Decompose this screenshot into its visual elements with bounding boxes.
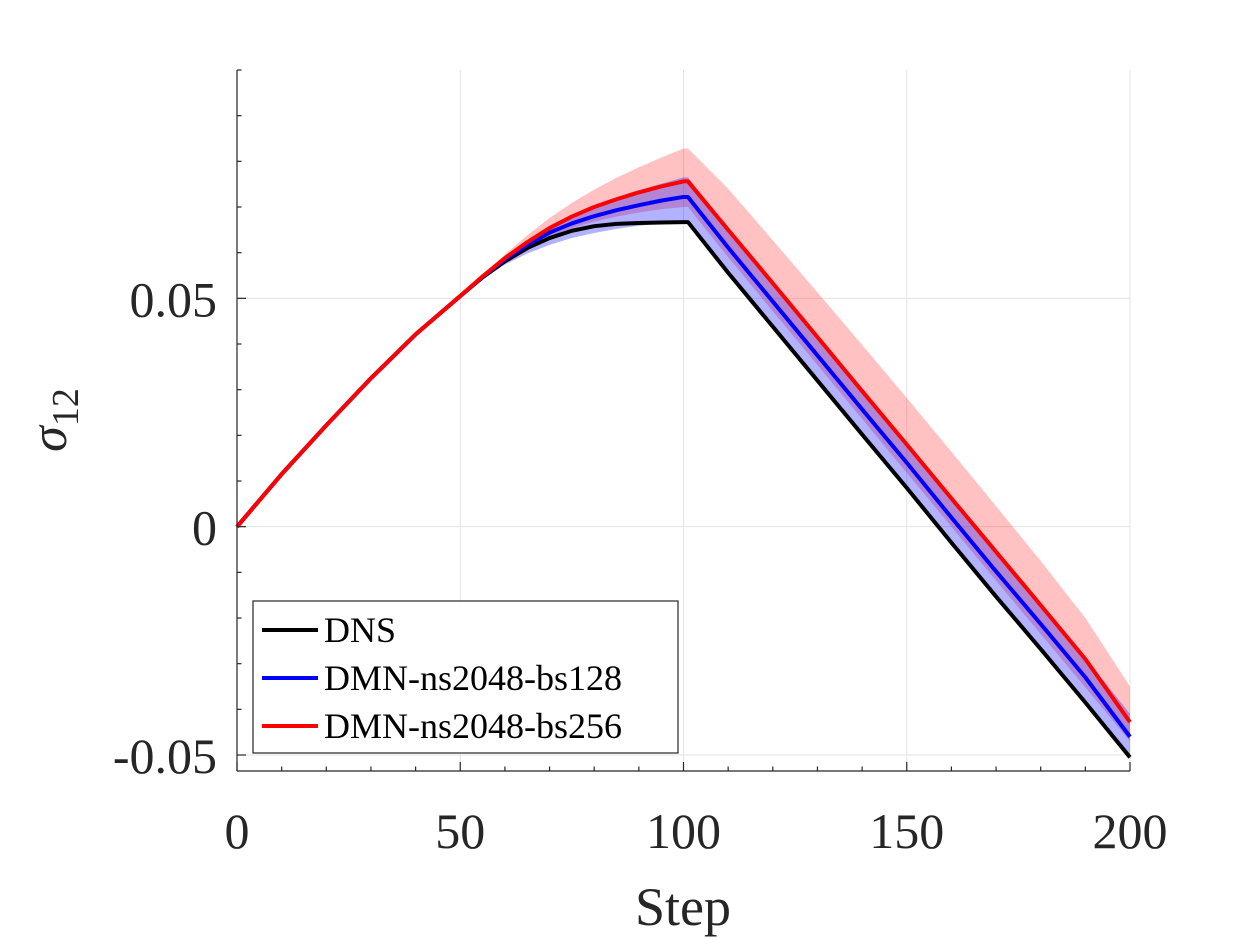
svg-text:σ12: σ12 [21, 388, 87, 452]
grid [236, 70, 1131, 771]
x-tick-label-3: 150 [869, 803, 944, 859]
legend-box [252, 600, 679, 754]
y-tick-label-0: -0.05 [113, 728, 217, 784]
legend: DNS DMN-ns2048-bs128 DMN-ns2048-bs256 [252, 600, 679, 754]
y-axis-label-symbol: σ [21, 424, 78, 452]
y-tick-label-2: 0.05 [130, 271, 218, 327]
legend-label-dns: DNS [324, 610, 396, 650]
axes [236, 69, 1131, 772]
y-axis-label: σ12 [21, 388, 87, 452]
y-axis-label-subscript: 12 [45, 388, 87, 426]
legend-label-dmn-ns2048-bs128: DMN-ns2048-bs128 [324, 658, 622, 698]
x-tick-label-1: 50 [435, 803, 485, 859]
x-tick-label-0: 0 [225, 803, 250, 859]
series-lines [235, 179, 1132, 759]
x-tick-label-2: 100 [646, 803, 721, 859]
x-axis-label: Step [635, 877, 731, 937]
y-tick-label-1: 0 [192, 500, 217, 556]
legend-label-dmn-ns2048-bs256: DMN-ns2048-bs256 [324, 706, 622, 746]
x-tick-label-4: 200 [1093, 803, 1168, 859]
line-dmn-ns2048-bs256 [235, 179, 1132, 724]
